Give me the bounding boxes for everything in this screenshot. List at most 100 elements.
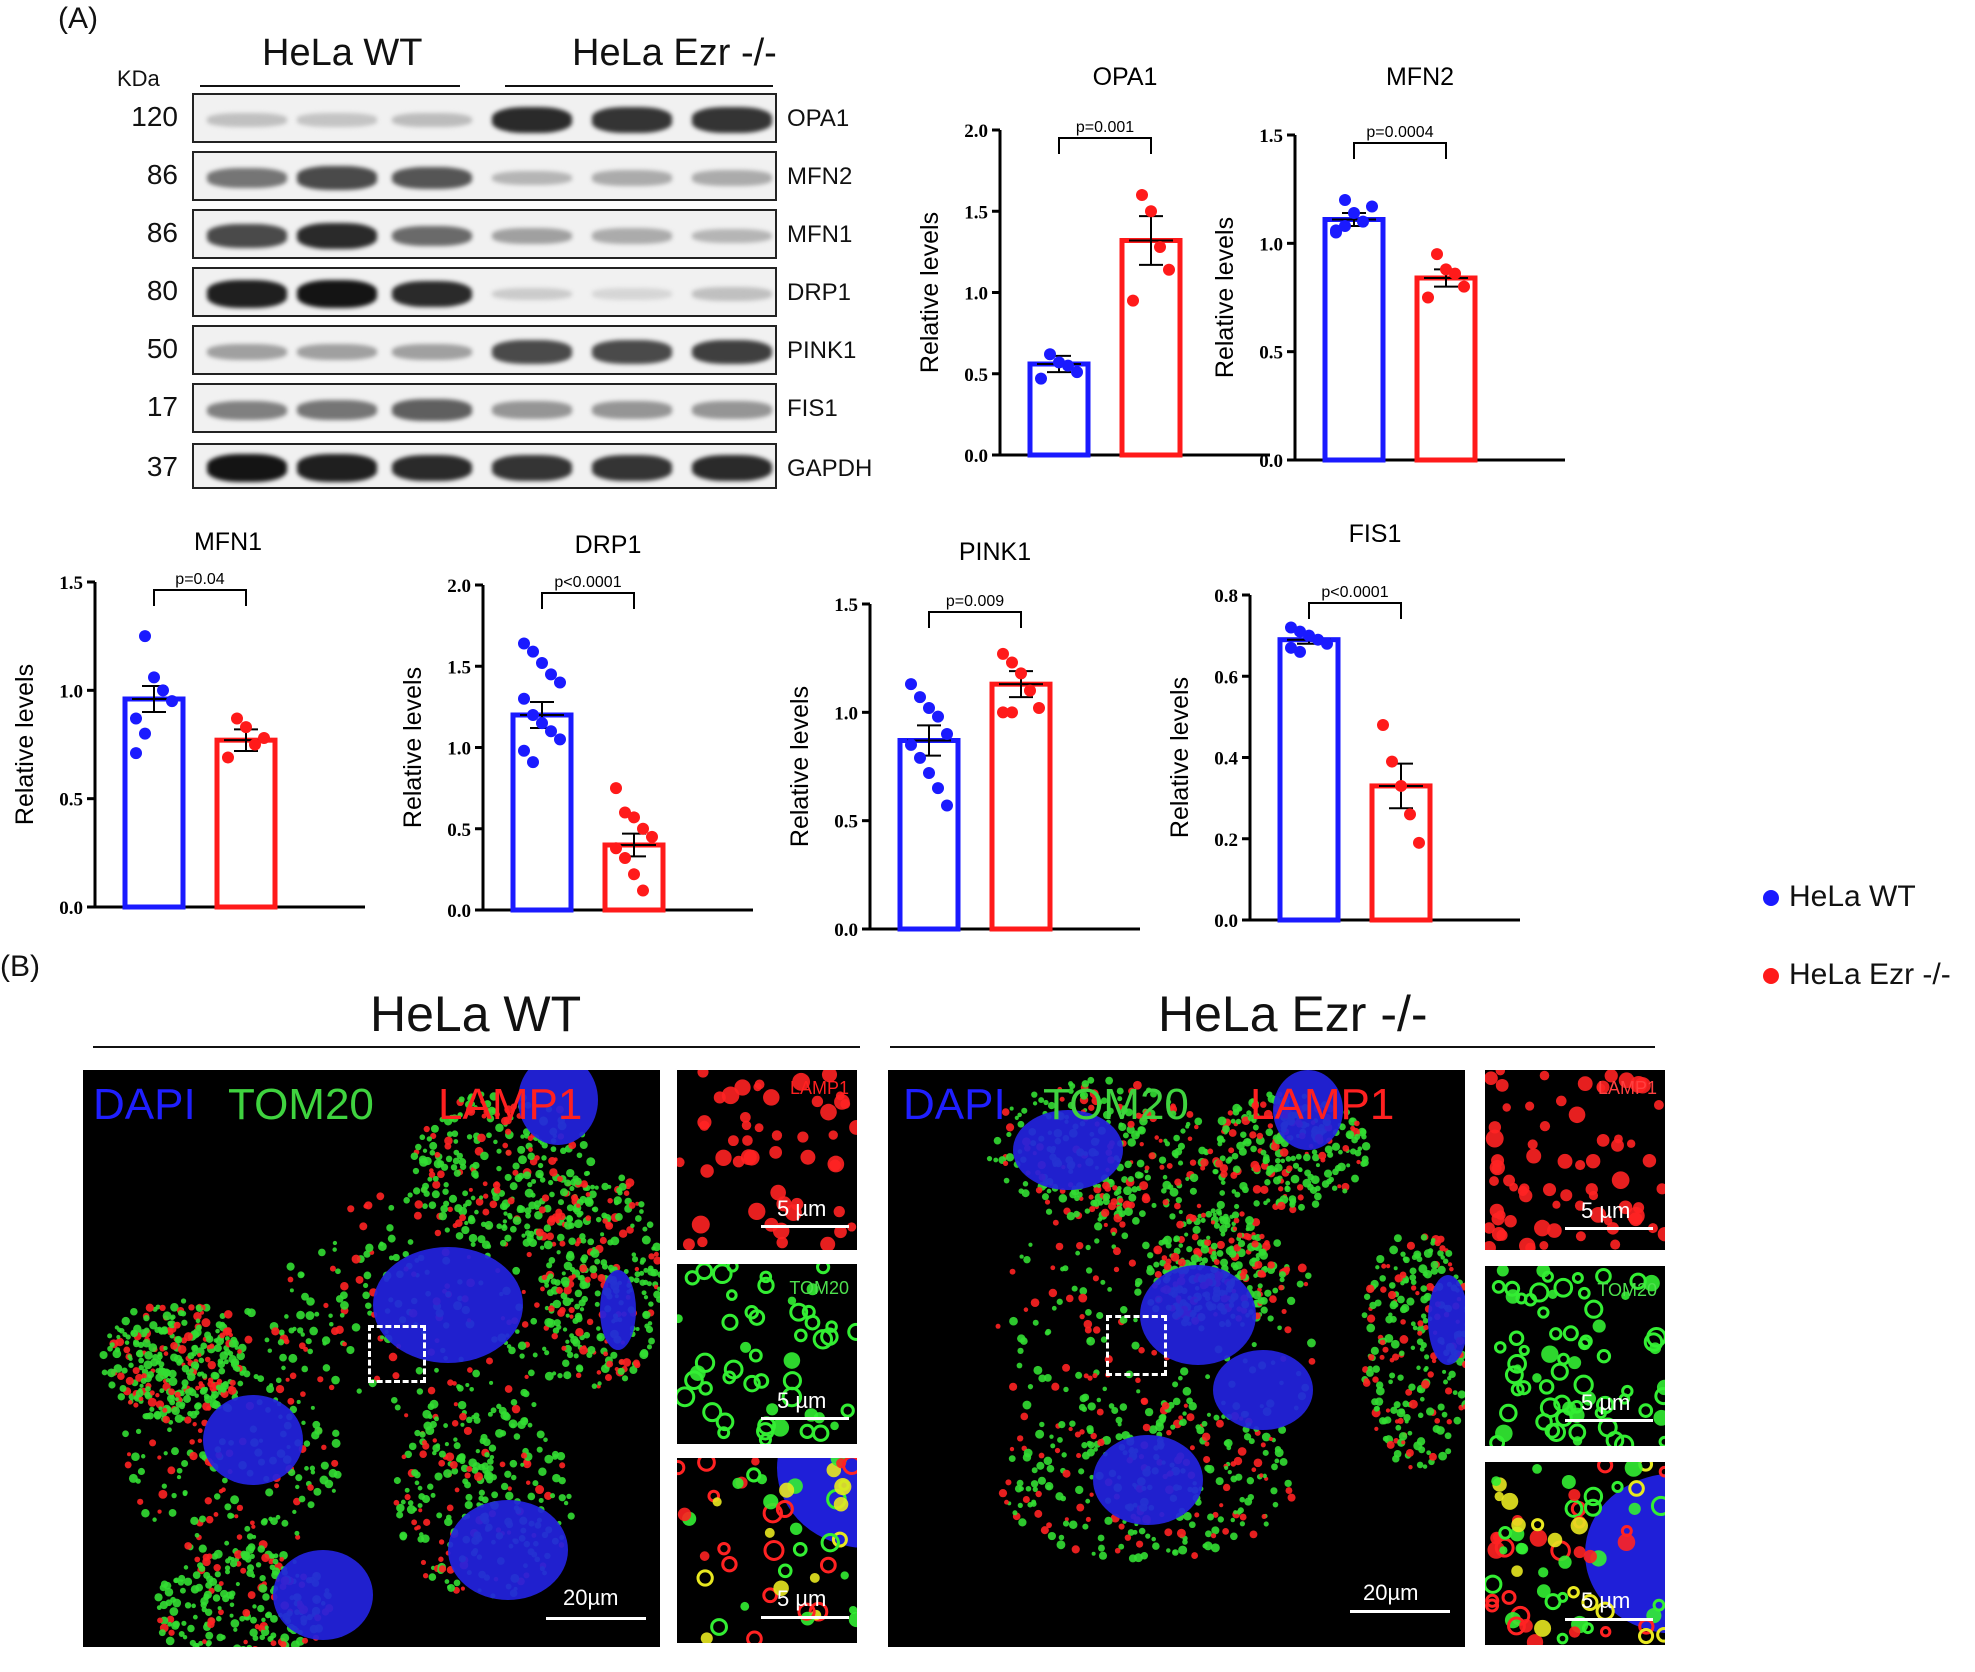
fluorescence-spot [635,1326,640,1331]
fluorescence-spot [1210,1543,1220,1553]
blot-band [297,343,377,361]
fluorescence-spot [1048,1288,1058,1298]
fluorescence-spot [496,1223,503,1230]
fluorescence-spot [1071,1285,1078,1292]
mfn2-title: MFN2 [1386,63,1454,91]
fluorescence-spot [1485,1593,1500,1608]
fluorescence-spot [1445,1249,1453,1257]
fluorescence-spot [1110,1198,1118,1206]
fluorescence-spot [1114,1547,1121,1554]
mfn1-point-wt [139,727,151,740]
fluorescence-spot [1257,1270,1266,1278]
fluorescence-spot [576,1152,583,1159]
fluorescence-spot [594,1301,600,1307]
fluorescence-spot [1513,1364,1522,1373]
fluorescence-spot [677,1314,683,1324]
fluorescence-spot [1023,1307,1029,1312]
drp1-point-wt [536,717,548,730]
fluorescence-spot [607,1197,613,1204]
pink1-point-ko [1006,706,1018,719]
fluorescence-spot [1485,1598,1500,1613]
fluorescence-spot [1266,1198,1271,1203]
fluorescence-spot [451,1467,459,1475]
fluorescence-spot [222,1594,230,1603]
fluorescence-spot [149,1390,155,1396]
fluorescence-spot [438,1556,444,1562]
fluorescence-spot [174,1391,181,1398]
ko-inset-tom20-scale-bar [1565,1419,1653,1422]
fluorescence-spot [1536,1584,1551,1598]
fluorescence-spot [740,1341,752,1353]
fluorescence-spot [1009,1316,1018,1326]
fluorescence-spot [209,1343,215,1349]
fluorescence-spot [404,1494,411,1501]
fluorescence-spot [188,1304,195,1311]
fluorescence-spot [153,1410,162,1419]
fluorescence-spot [1005,1123,1015,1132]
fluorescence-spot [140,1377,147,1384]
fluorescence-spot [1055,1242,1064,1251]
fluorescence-spot [1158,1138,1163,1143]
fluorescence-spot [1097,1438,1105,1447]
fluorescence-spot [450,1164,458,1171]
fluorescence-spot [1431,1358,1437,1364]
fluorescence-spot [1052,1219,1059,1226]
fluorescence-spot [1385,1315,1394,1324]
fluorescence-spot [1177,1258,1186,1267]
fluorescence-spot [362,1291,370,1300]
fluorescence-spot [574,1219,583,1229]
fluorescence-spot [1375,1265,1380,1270]
fluorescence-spot [1271,1463,1278,1471]
fluorescence-spot [1388,1379,1393,1385]
fluorescence-spot [1496,1229,1508,1241]
blot-band [492,340,572,364]
fluorescence-spot [622,1358,632,1367]
fluorescence-spot [218,1581,224,1587]
drp1-point-ko [637,822,649,835]
fluorescence-spot [1555,1095,1567,1107]
fluorescence-spot [1148,1152,1156,1160]
fluorescence-spot [1079,1313,1085,1320]
fluorescence-spot [1213,1414,1220,1421]
fluorescence-spot [1086,1440,1093,1447]
fluorescence-spot [560,1147,567,1155]
fluorescence-spot [158,1406,163,1411]
fluorescence-spot [1430,1267,1439,1275]
fluorescence-spot [269,1383,274,1388]
opa1-y-tick-label: 0.5 [964,365,988,386]
fluorescence-spot [588,1190,597,1199]
fluorescence-spot [1085,1244,1091,1251]
fluorescence-spot [1406,1297,1415,1306]
fluorescence-spot [464,1220,469,1226]
fluorescence-spot [202,1557,211,1567]
fluorescence-spot [1112,1247,1121,1256]
fluorescence-spot [820,1533,840,1553]
fluorescence-spot [1121,1431,1131,1440]
fluorescence-spot [422,1148,428,1153]
fluorescence-spot [773,1580,789,1597]
fluorescence-spot [1361,1312,1368,1319]
fluorescence-spot [698,1381,713,1396]
fluorescence-spot [1246,1110,1252,1116]
fluorescence-spot [804,1314,821,1331]
fluorescence-spot [574,1303,581,1310]
fluorescence-spot [430,1132,437,1140]
fluorescence-spot [427,1386,436,1395]
fluorescence-spot [427,1403,435,1410]
fluorescence-spot [1255,1252,1261,1258]
fluorescence-spot [251,1573,256,1578]
fluorescence-spot [1523,1293,1538,1307]
fluorescence-spot [1437,1249,1444,1257]
fluorescence-spot [404,1413,409,1418]
fluorescence-spot [1507,1616,1526,1636]
fluorescence-spot [573,1353,579,1359]
fluorescence-spot [1331,1142,1341,1151]
fluorescence-spot [775,1500,794,1519]
fluorescence-spot [1354,1120,1360,1127]
fluorescence-spot [1246,1477,1255,1485]
fluorescence-spot [204,1497,212,1505]
fluorescence-spot [1107,1178,1114,1185]
fluorescence-spot [279,1353,287,1362]
fluorescence-spot [339,1312,345,1318]
fluorescence-spot [481,1462,489,1470]
